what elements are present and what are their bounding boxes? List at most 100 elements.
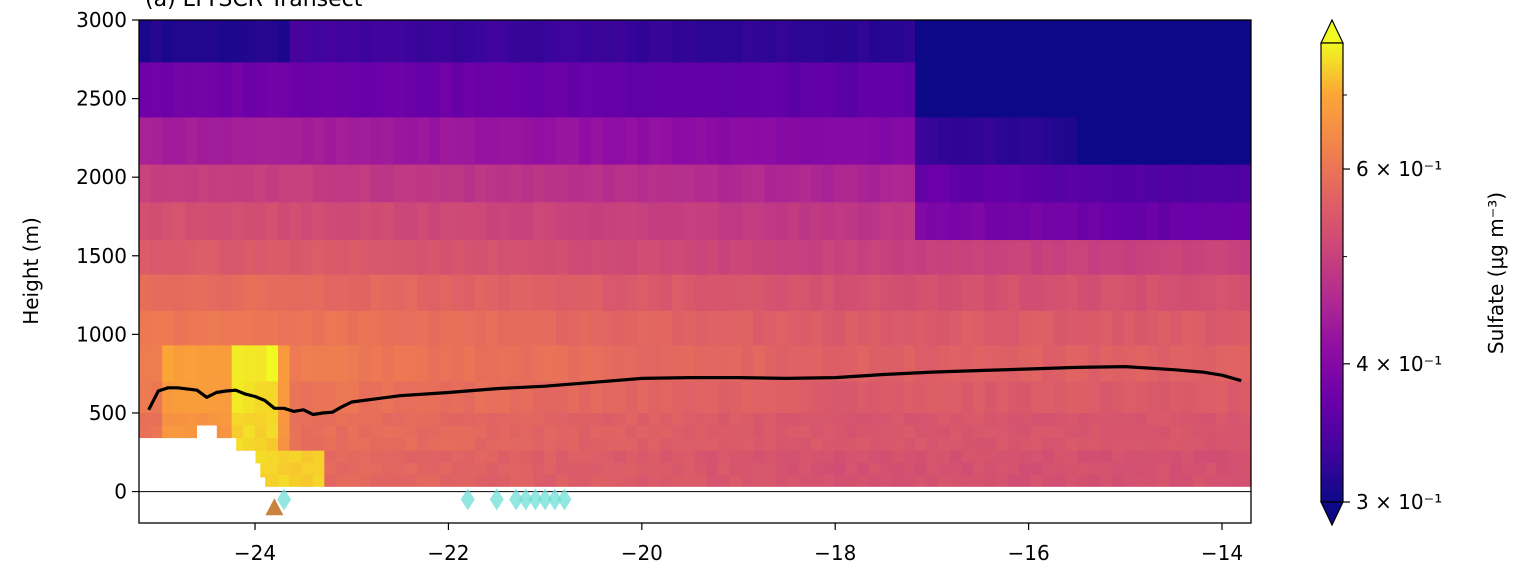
field-cell: [903, 425, 916, 439]
field-cell: [718, 381, 731, 414]
field-cell: [567, 474, 580, 488]
field-cell: [196, 164, 210, 203]
field-cell: [752, 62, 766, 119]
field-cell: [1042, 274, 1055, 312]
field-cell: [752, 274, 766, 312]
field-cell: [949, 462, 963, 476]
field-cell: [382, 310, 395, 346]
field-cell: [915, 164, 928, 203]
field-cell: [428, 474, 441, 488]
field-cell: [498, 164, 511, 203]
field-cell: [301, 425, 314, 439]
field-cell: [243, 425, 256, 439]
field-cell: [660, 412, 673, 427]
cloud-diamond-marker: [277, 488, 292, 511]
field-cell: [1112, 438, 1125, 452]
field-cell: [1100, 117, 1113, 166]
field-cell: [289, 240, 302, 276]
field-cell: [729, 240, 742, 276]
field-cell: [903, 240, 916, 276]
field-cell: [231, 345, 244, 383]
field-cell: [996, 310, 1009, 346]
field-cell: [671, 274, 685, 312]
field-cell: [1054, 20, 1067, 64]
field-cell: [521, 202, 534, 241]
field-cell: [347, 474, 360, 488]
field-cell: [1158, 450, 1171, 464]
field-cell: [949, 381, 963, 414]
field-cell: [1030, 425, 1044, 439]
field-cell: [868, 345, 881, 383]
field-cell: [1007, 164, 1020, 203]
field-cell: [764, 345, 777, 383]
field-cell: [474, 202, 488, 241]
field-cell: [1227, 62, 1241, 119]
field-cell: [787, 240, 800, 276]
field-cell: [799, 274, 812, 312]
field-cell: [556, 117, 569, 166]
field-cell: [324, 274, 337, 312]
field-cell: [1227, 164, 1241, 203]
field-cell: [1100, 381, 1113, 414]
field-cell: [1239, 20, 1251, 64]
field-cell: [590, 381, 603, 414]
field-cell: [625, 474, 638, 488]
field-cell: [810, 20, 824, 64]
cloud-markers: [277, 488, 572, 511]
field-cell: [1239, 310, 1251, 346]
field-cell: [706, 310, 719, 346]
field-cell: [857, 474, 870, 488]
field-cell: [683, 62, 696, 119]
field-cell: [787, 117, 800, 166]
field-cell: [590, 164, 603, 203]
field-cell: [428, 240, 441, 276]
field-cell: [428, 438, 441, 452]
field-cell: [1216, 310, 1229, 346]
field-cell: [359, 438, 372, 452]
field-cell: [891, 425, 905, 439]
field-cell: [417, 438, 430, 452]
field-cell: [417, 462, 430, 476]
field-cell: [961, 438, 974, 452]
colorbar-tick-label: 4 × 10⁻¹: [1356, 352, 1442, 376]
field-cell: [903, 310, 916, 346]
field-cell: [810, 462, 824, 476]
field-cell: [1227, 412, 1241, 427]
field-cell: [752, 474, 766, 488]
field-cell: [463, 240, 476, 276]
field-cell: [1239, 62, 1251, 119]
field-cell: [938, 164, 951, 203]
field-cell: [428, 310, 441, 346]
field-cell: [440, 202, 453, 241]
field-cell: [1030, 438, 1044, 452]
field-cell: [312, 462, 325, 476]
field-cell: [544, 274, 557, 312]
field-cell: [834, 425, 847, 439]
field-cell: [1216, 450, 1229, 464]
field-cell: [463, 381, 476, 414]
field-cell: [671, 164, 685, 203]
field-cell: [1146, 381, 1159, 414]
field-cell: [498, 274, 511, 312]
field-cell: [567, 438, 580, 452]
field-cell: [463, 474, 476, 488]
field-cell: [799, 117, 812, 166]
field-cell: [822, 462, 835, 476]
field-cell: [335, 310, 349, 346]
field-cell: [162, 310, 175, 346]
field-cell: [451, 274, 464, 312]
field-cell: [1030, 450, 1044, 464]
field-cell: [845, 274, 858, 312]
field-cell: [474, 462, 488, 476]
field-cell: [1146, 202, 1159, 241]
field-cell: [220, 240, 233, 276]
field-cell: [984, 274, 997, 312]
field-cell: [996, 20, 1009, 64]
field-cell: [1227, 425, 1241, 439]
field-cell: [370, 345, 383, 383]
field-cell: [648, 202, 661, 241]
field-cell: [567, 450, 580, 464]
cloud-diamond-marker: [509, 488, 524, 511]
field-cell: [1042, 202, 1055, 241]
field-cell: [637, 20, 650, 64]
